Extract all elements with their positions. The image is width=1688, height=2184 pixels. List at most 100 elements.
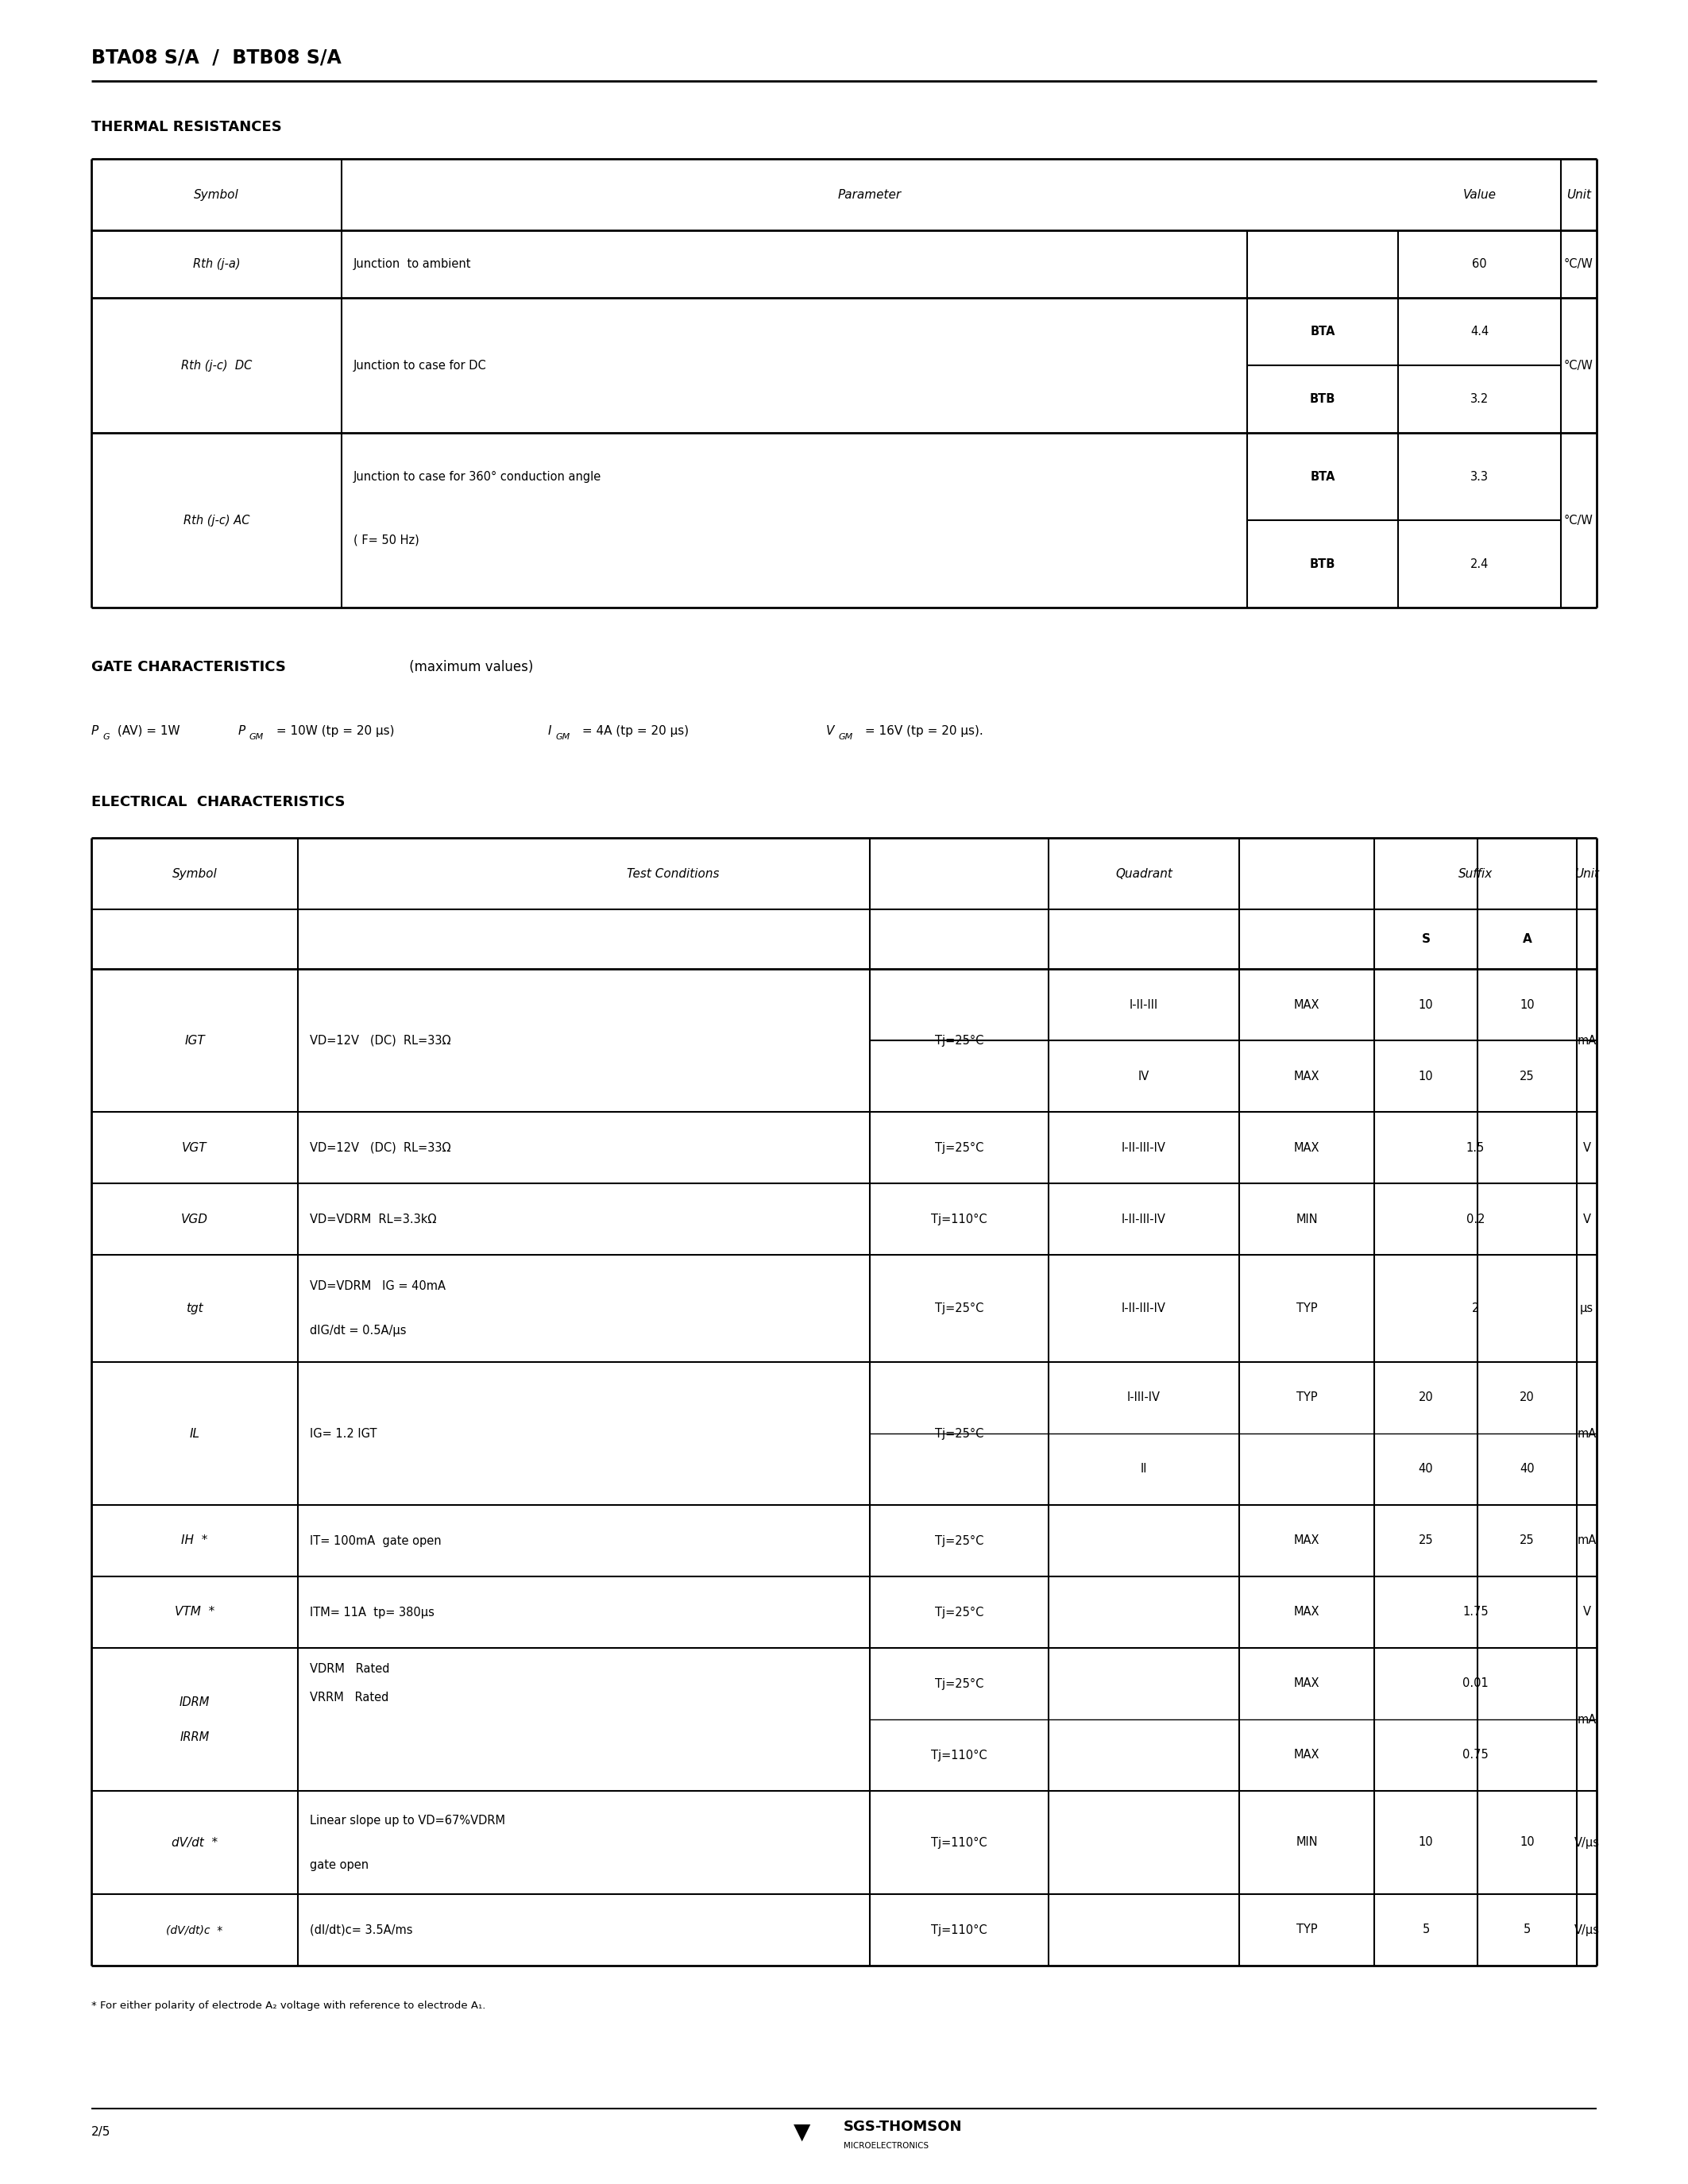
Text: BTA08 S/A  /  BTB08 S/A: BTA08 S/A / BTB08 S/A <box>91 48 341 68</box>
Text: IGT: IGT <box>184 1035 204 1046</box>
Text: (AV) = 1W: (AV) = 1W <box>113 725 181 736</box>
Text: VD=VDRM  RL=3.3kΩ: VD=VDRM RL=3.3kΩ <box>311 1212 437 1225</box>
Text: ELECTRICAL  CHARACTERISTICS: ELECTRICAL CHARACTERISTICS <box>91 795 344 810</box>
Text: VRRM   Rated: VRRM Rated <box>311 1693 388 1704</box>
Text: BTB: BTB <box>1310 557 1335 570</box>
Text: 4.4: 4.4 <box>1470 325 1489 339</box>
Text: GM: GM <box>250 734 263 740</box>
Text: Tj=25°C: Tj=25°C <box>935 1677 984 1690</box>
Text: IT= 100mA  gate open: IT= 100mA gate open <box>311 1535 441 1546</box>
Text: (dI/dt)c= 3.5A/ms: (dI/dt)c= 3.5A/ms <box>311 1924 412 1935</box>
Text: ▼: ▼ <box>793 2121 810 2143</box>
Text: P: P <box>91 725 98 736</box>
Text: Unit: Unit <box>1575 867 1599 880</box>
Text: 3.2: 3.2 <box>1470 393 1489 404</box>
Text: tgt: tgt <box>186 1302 203 1315</box>
Text: ITM= 11A  tp= 380µs: ITM= 11A tp= 380µs <box>311 1605 434 1618</box>
Text: 25: 25 <box>1519 1070 1534 1081</box>
Text: Unit: Unit <box>1566 188 1592 201</box>
Text: 1.5: 1.5 <box>1467 1142 1485 1153</box>
Text: V: V <box>1583 1142 1590 1153</box>
Text: I-II-III-IV: I-II-III-IV <box>1121 1302 1166 1315</box>
Text: 20: 20 <box>1519 1391 1534 1404</box>
Text: Suffix: Suffix <box>1458 867 1492 880</box>
Text: SGS-THOMSON: SGS-THOMSON <box>844 2121 962 2134</box>
Text: 20: 20 <box>1418 1391 1433 1404</box>
Text: I-II-III-IV: I-II-III-IV <box>1121 1142 1166 1153</box>
Text: Linear slope up to VD=67%VDRM: Linear slope up to VD=67%VDRM <box>311 1815 505 1826</box>
Text: 10: 10 <box>1418 998 1433 1011</box>
Text: 40: 40 <box>1519 1463 1534 1474</box>
Text: mA: mA <box>1577 1035 1597 1046</box>
Text: V: V <box>825 725 834 736</box>
Text: 0.75: 0.75 <box>1462 1749 1489 1760</box>
Text: Tj=25°C: Tj=25°C <box>935 1302 984 1315</box>
Text: (dV/dt)c  *: (dV/dt)c * <box>167 1924 223 1935</box>
Text: I-II-III-IV: I-II-III-IV <box>1121 1212 1166 1225</box>
Text: BTB: BTB <box>1310 393 1335 404</box>
Text: V/µs: V/µs <box>1573 1924 1600 1935</box>
Text: Tj=110°C: Tj=110°C <box>932 1212 987 1225</box>
Text: Tj=25°C: Tj=25°C <box>935 1605 984 1618</box>
Text: BTA: BTA <box>1310 325 1335 339</box>
Text: = 10W (tp = 20 µs): = 10W (tp = 20 µs) <box>272 725 395 736</box>
Text: gate open: gate open <box>311 1859 368 1872</box>
Text: MAX: MAX <box>1293 1749 1320 1760</box>
Text: MAX: MAX <box>1293 1535 1320 1546</box>
Text: dV/dt  *: dV/dt * <box>172 1837 218 1848</box>
Text: Tj=110°C: Tj=110°C <box>932 1924 987 1935</box>
Text: IDRM: IDRM <box>179 1697 209 1708</box>
Text: II: II <box>1141 1463 1148 1474</box>
Text: V: V <box>1583 1212 1590 1225</box>
Text: V/µs: V/µs <box>1573 1837 1600 1848</box>
Text: Parameter: Parameter <box>837 188 901 201</box>
Text: 60: 60 <box>1472 258 1487 271</box>
Text: 5: 5 <box>1423 1924 1430 1935</box>
Text: 10: 10 <box>1418 1837 1433 1848</box>
Text: GM: GM <box>837 734 852 740</box>
Text: VD=12V   (DC)  RL=33Ω: VD=12V (DC) RL=33Ω <box>311 1035 451 1046</box>
Text: VGT: VGT <box>182 1142 208 1153</box>
Text: * For either polarity of electrode A₂ voltage with reference to electrode A₁.: * For either polarity of electrode A₂ vo… <box>91 2001 486 2011</box>
Text: MIN: MIN <box>1296 1837 1318 1848</box>
Text: 2: 2 <box>1472 1302 1479 1315</box>
Text: dIG/dt = 0.5A/µs: dIG/dt = 0.5A/µs <box>311 1326 407 1337</box>
Text: MAX: MAX <box>1293 1605 1320 1618</box>
Text: µs: µs <box>1580 1302 1593 1315</box>
Text: VGD: VGD <box>181 1212 208 1225</box>
Text: Rth (j-a): Rth (j-a) <box>192 258 240 271</box>
Text: IG= 1.2 IGT: IG= 1.2 IGT <box>311 1428 376 1439</box>
Text: IL: IL <box>189 1428 199 1439</box>
Text: Tj=110°C: Tj=110°C <box>932 1749 987 1760</box>
Text: Rth (j-c)  DC: Rth (j-c) DC <box>181 360 252 371</box>
Text: Tj=25°C: Tj=25°C <box>935 1535 984 1546</box>
Text: MICROELECTRONICS: MICROELECTRONICS <box>844 2143 928 2149</box>
Text: Rth (j-c) AC: Rth (j-c) AC <box>184 513 250 526</box>
Text: VDRM   Rated: VDRM Rated <box>311 1664 390 1675</box>
Text: A: A <box>1523 933 1531 946</box>
Text: Tj=110°C: Tj=110°C <box>932 1837 987 1848</box>
Text: VD=12V   (DC)  RL=33Ω: VD=12V (DC) RL=33Ω <box>311 1142 451 1153</box>
Text: °C/W: °C/W <box>1565 360 1593 371</box>
Text: I-III-IV: I-III-IV <box>1128 1391 1161 1404</box>
Text: 25: 25 <box>1519 1535 1534 1546</box>
Text: IH  *: IH * <box>181 1535 208 1546</box>
Text: 2.4: 2.4 <box>1470 557 1489 570</box>
Text: 0.01: 0.01 <box>1462 1677 1489 1690</box>
Text: MAX: MAX <box>1293 1677 1320 1690</box>
Text: MAX: MAX <box>1293 1070 1320 1081</box>
Text: MAX: MAX <box>1293 1142 1320 1153</box>
Text: Symbol: Symbol <box>172 867 218 880</box>
Text: G: G <box>103 734 110 740</box>
Text: VTM  *: VTM * <box>174 1605 214 1618</box>
Text: IV: IV <box>1138 1070 1150 1081</box>
Text: Symbol: Symbol <box>194 188 240 201</box>
Text: TYP: TYP <box>1296 1391 1317 1404</box>
Text: MAX: MAX <box>1293 998 1320 1011</box>
Text: °C/W: °C/W <box>1565 513 1593 526</box>
Text: (maximum values): (maximum values) <box>405 660 533 675</box>
Text: GATE CHARACTERISTICS: GATE CHARACTERISTICS <box>91 660 285 675</box>
Text: GM: GM <box>555 734 571 740</box>
Text: mA: mA <box>1577 1714 1597 1725</box>
Text: BTA: BTA <box>1310 470 1335 483</box>
